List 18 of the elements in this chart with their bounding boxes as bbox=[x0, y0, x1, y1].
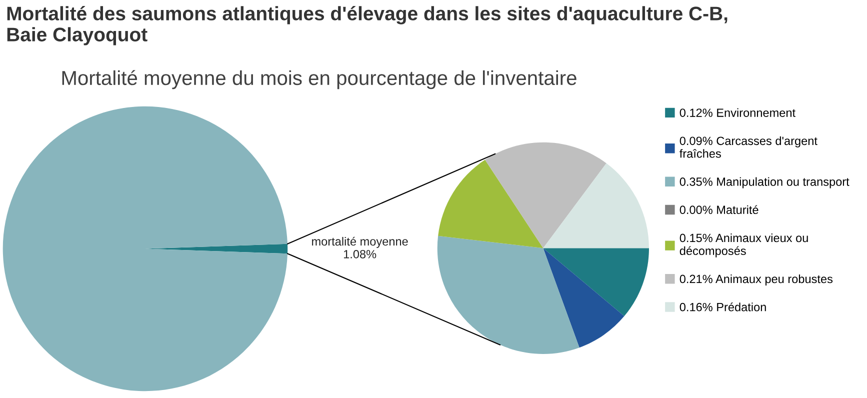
legend-label: 0.35% Manipulation ou transport bbox=[680, 177, 850, 188]
legend-label: 0.15% Animaux vieux ou décomposés bbox=[680, 233, 808, 258]
chart-title: Mortalité des saumons atlantiques d'élevage dans les sites d'aquaculture C-B, Baie Clayoquot bbox=[7, 6, 728, 46]
pie-slice bbox=[437, 236, 580, 354]
chart-subtitle: Mortalité moyenne du mois en pourcentage de l'inventaire bbox=[62, 70, 576, 90]
legend-label: 0.16% Prédation bbox=[680, 302, 766, 312]
legend-label: 0.09% Carcasses d'argent fraîches bbox=[680, 136, 818, 158]
pie-slice bbox=[543, 163, 649, 248]
pie-slice bbox=[145, 244, 288, 254]
pie-slice bbox=[438, 160, 544, 248]
legend-label: 0.21% Animaux peu robustes bbox=[680, 274, 833, 286]
pie-slice bbox=[543, 248, 624, 348]
pie-slice bbox=[485, 142, 606, 248]
legend-label: 0.12% Environnement bbox=[680, 108, 796, 117]
pie-slice bbox=[543, 248, 649, 316]
legend-label: 0.00% Maturité bbox=[680, 205, 758, 214]
pie-slice bbox=[2, 106, 288, 392]
slice-label: mortalité moyenne 1.08% bbox=[312, 236, 408, 258]
